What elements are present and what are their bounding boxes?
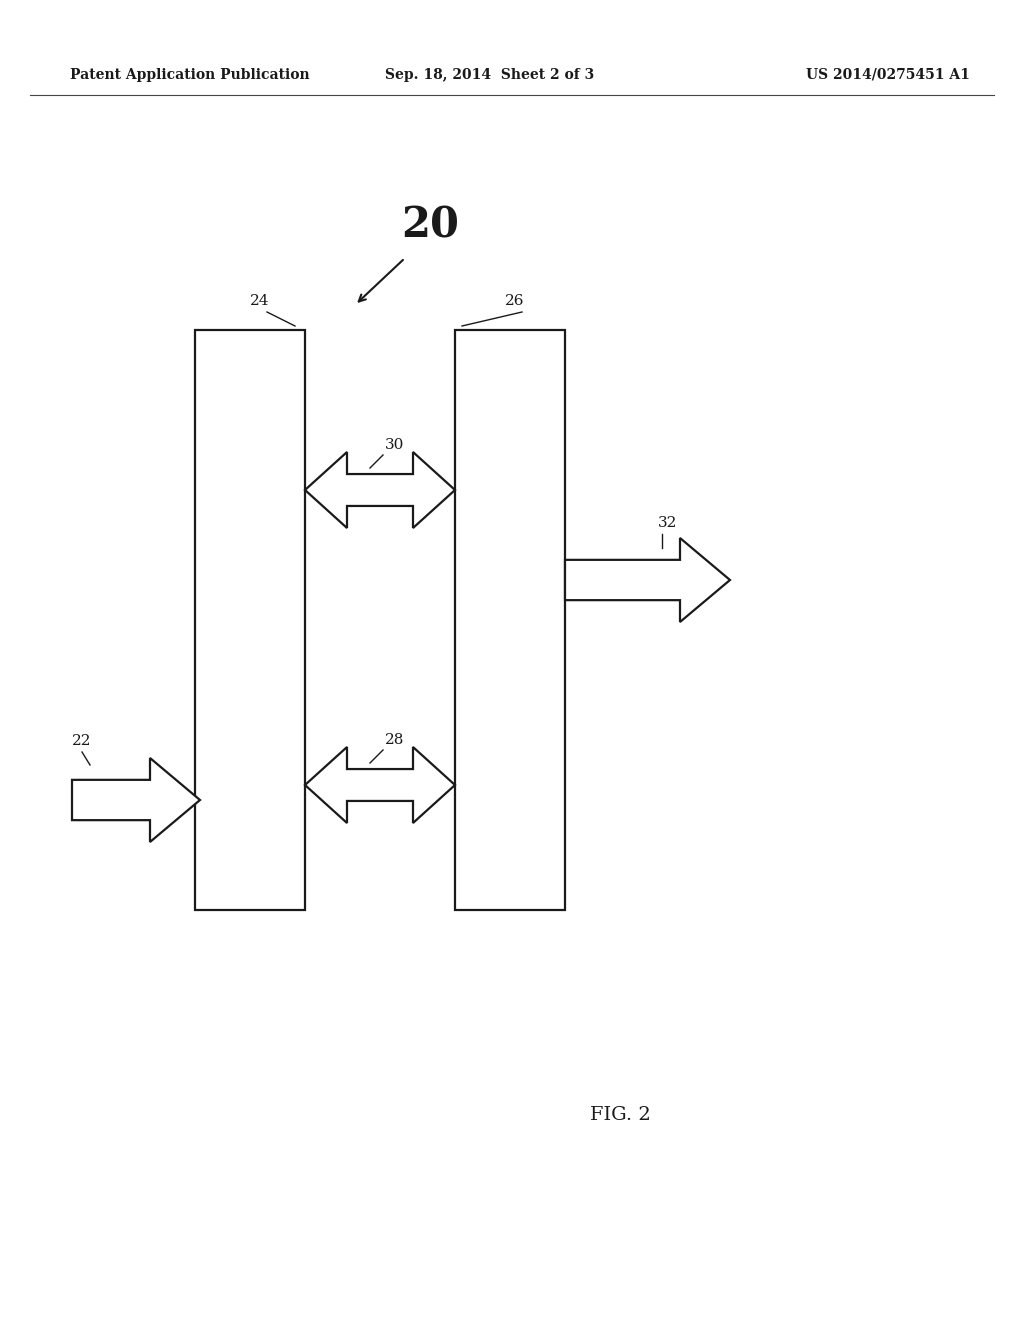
Text: FIG. 2: FIG. 2 [590,1106,650,1125]
Bar [455,330,565,909]
Text: 24: 24 [250,294,269,308]
Polygon shape [305,747,455,822]
Text: 26: 26 [505,294,524,308]
Text: 20: 20 [401,205,459,246]
Polygon shape [72,758,200,842]
Polygon shape [565,539,730,622]
Polygon shape [305,451,455,528]
Text: 28: 28 [385,733,404,747]
Text: Sep. 18, 2014  Sheet 2 of 3: Sep. 18, 2014 Sheet 2 of 3 [385,69,595,82]
Text: 30: 30 [385,438,404,451]
Bar [195,330,305,909]
Text: Patent Application Publication: Patent Application Publication [70,69,309,82]
Text: 32: 32 [658,516,677,531]
Text: 22: 22 [72,734,91,748]
Text: US 2014/0275451 A1: US 2014/0275451 A1 [806,69,970,82]
